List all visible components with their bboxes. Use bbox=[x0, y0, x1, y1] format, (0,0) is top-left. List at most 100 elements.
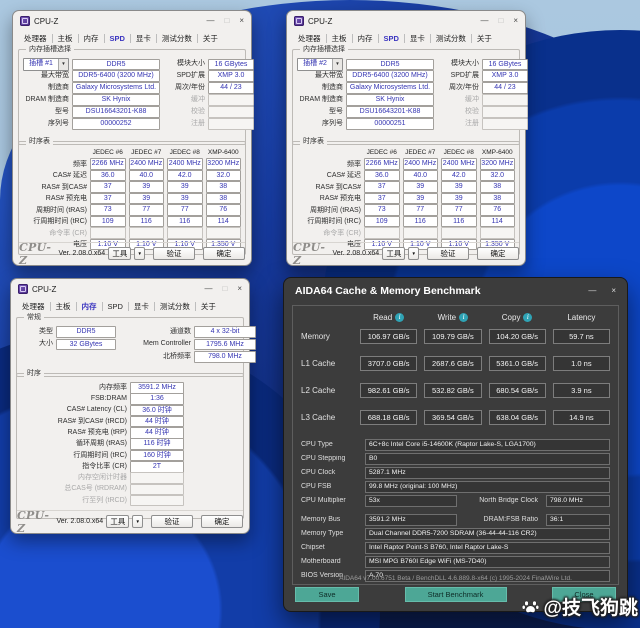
timing-value: 2266 MHz bbox=[90, 158, 126, 170]
timing-value: 1:36 bbox=[130, 393, 184, 405]
tab-bench[interactable]: 测试分数 bbox=[155, 302, 196, 311]
ok-button[interactable]: 确定 bbox=[203, 247, 245, 260]
close-icon[interactable]: × bbox=[513, 16, 518, 25]
close-icon[interactable]: × bbox=[237, 284, 242, 293]
slot-select[interactable]: 插槽 #1 ▼ bbox=[23, 58, 69, 71]
tab-bar: 处理器 主板 内存 SPD 显卡 测试分数 关于 bbox=[13, 29, 251, 46]
memory-read-value: 106.97 GB/s bbox=[360, 329, 418, 344]
tools-button[interactable]: 工具 bbox=[106, 515, 130, 528]
timing-row-label: 频率 bbox=[347, 160, 361, 168]
close-button[interactable]: Close bbox=[552, 587, 616, 602]
timing-row-label: RAS# 到CAS# bbox=[315, 183, 361, 191]
info-icon[interactable]: i bbox=[395, 313, 405, 322]
dram-manufacturer-label: DRAM 制造商 bbox=[299, 95, 343, 103]
info-icon[interactable]: i bbox=[459, 313, 469, 322]
memory-type-label: 类型 bbox=[39, 327, 53, 335]
module-size-label: 模块大小 bbox=[451, 60, 479, 68]
tools-button[interactable]: 工具 bbox=[108, 247, 132, 260]
validate-button[interactable]: 验证 bbox=[151, 515, 193, 528]
module-size-value: 16 GBytes bbox=[208, 58, 254, 70]
tab-processor[interactable]: 处理器 bbox=[17, 302, 51, 311]
titlebar[interactable]: CPU-Z — □ × bbox=[13, 11, 251, 29]
tab-mainboard[interactable]: 主板 bbox=[53, 34, 79, 43]
dropdown-icon[interactable]: ▼ bbox=[332, 59, 342, 70]
titlebar[interactable]: AIDA64 Cache & Memory Benchmark — × bbox=[284, 278, 627, 303]
timing-row-label: RAS# 到CAS# bbox=[41, 183, 87, 191]
save-button[interactable]: Save bbox=[295, 587, 359, 602]
ok-button[interactable]: 确定 bbox=[201, 515, 243, 528]
timing-col-header: XMP-6400 bbox=[207, 148, 239, 156]
timing-value: 1.10 V bbox=[90, 238, 126, 250]
tab-about[interactable]: 关于 bbox=[476, 34, 492, 43]
info-icon[interactable]: i bbox=[523, 313, 533, 322]
timing-value: 39 bbox=[128, 192, 164, 204]
manufacturer-value: Galaxy Microsystems Ltd. bbox=[346, 82, 434, 94]
l1-latency-value: 1.0 ns bbox=[552, 356, 610, 371]
general-group: 常规 类型 DDR5 通道数 4 x 32-bit 大小 32 GBytes M… bbox=[16, 313, 256, 377]
memory-slot-group: 内存插槽选择 插槽 #1 ▼ DDR5 模块大小 16 GBytes 最大带宽 … bbox=[18, 45, 254, 145]
tab-processor[interactable]: 处理器 bbox=[19, 34, 53, 43]
tab-processor[interactable]: 处理器 bbox=[293, 34, 327, 43]
tab-mainboard[interactable]: 主板 bbox=[327, 34, 353, 43]
maximize-icon[interactable]: □ bbox=[224, 16, 230, 25]
timing-value: 77 bbox=[128, 204, 164, 216]
tools-button[interactable]: 工具 bbox=[382, 247, 406, 260]
tab-graphics[interactable]: 显卡 bbox=[131, 34, 157, 43]
timing-value: 2400 MHz bbox=[128, 158, 164, 170]
tools-dropdown-icon[interactable]: ▼ bbox=[408, 247, 419, 260]
tab-spd[interactable]: SPD bbox=[105, 34, 131, 43]
tab-memory[interactable]: 内存 bbox=[77, 302, 103, 311]
tab-mainboard[interactable]: 主板 bbox=[51, 302, 77, 311]
timing-value bbox=[441, 227, 477, 239]
tab-about[interactable]: 关于 bbox=[202, 34, 218, 43]
tools-dropdown-icon[interactable]: ▼ bbox=[134, 247, 145, 260]
serial-label: 序列号 bbox=[48, 119, 69, 127]
tab-bench[interactable]: 测试分数 bbox=[431, 34, 472, 43]
timing-value: 37 bbox=[364, 192, 400, 204]
tab-graphics[interactable]: 显卡 bbox=[405, 34, 431, 43]
timing-col-header: JEDEC #6 bbox=[92, 148, 123, 156]
latency-column-header: Latency bbox=[567, 313, 596, 322]
timing-value: 2400 MHz bbox=[167, 158, 203, 170]
motherboard-value: MSI MPG B760I Edge WiFi (MS-7D40) bbox=[365, 556, 610, 568]
minimize-icon[interactable]: — bbox=[588, 285, 597, 295]
cpu-clock-value: 5287.1 MHz bbox=[365, 467, 610, 479]
tab-bar: 处理器 主板 内存 SPD 显卡 测试分数 关于 bbox=[11, 297, 249, 314]
timing-value: 39 bbox=[128, 181, 164, 193]
timing-row-label: 周期时间 (tRAS) bbox=[36, 206, 87, 214]
tab-graphics[interactable]: 显卡 bbox=[129, 302, 155, 311]
timing-value: 77 bbox=[441, 204, 477, 216]
maximize-icon[interactable]: □ bbox=[222, 284, 228, 293]
dropdown-icon[interactable]: ▼ bbox=[58, 59, 68, 70]
timing-value: 77 bbox=[402, 204, 438, 216]
tools-dropdown-icon[interactable]: ▼ bbox=[132, 515, 143, 528]
cpuz-window-spd-slot1: CPU-Z — □ × 处理器 主板 内存 SPD 显卡 测试分数 关于 内存插… bbox=[12, 10, 254, 267]
tab-bench[interactable]: 测试分数 bbox=[157, 34, 198, 43]
minimize-icon[interactable]: — bbox=[204, 284, 213, 293]
memory-size-value: 32 GBytes bbox=[56, 338, 116, 350]
memory-type-value: DDR5 bbox=[72, 58, 160, 70]
timing-row-label: 命令率 (CR) bbox=[323, 229, 361, 237]
tab-about[interactable]: 关于 bbox=[200, 302, 216, 311]
northbridge-freq-value: 798.0 MHz bbox=[194, 351, 256, 363]
timing-value bbox=[90, 227, 126, 239]
tab-spd[interactable]: SPD bbox=[103, 302, 129, 311]
titlebar[interactable]: CPU-Z — □ × bbox=[287, 11, 525, 29]
minimize-icon[interactable]: — bbox=[206, 16, 215, 25]
l1-copy-value: 5361.0 GB/s bbox=[488, 356, 546, 371]
titlebar[interactable]: CPU-Z — □ × bbox=[11, 279, 249, 297]
tab-spd[interactable]: SPD bbox=[379, 34, 405, 43]
start-benchmark-button[interactable]: Start Benchmark bbox=[404, 587, 507, 602]
slot-select[interactable]: 插槽 #2 ▼ bbox=[297, 58, 343, 71]
ok-button[interactable]: 确定 bbox=[477, 247, 519, 260]
maximize-icon[interactable]: □ bbox=[498, 16, 504, 25]
close-icon[interactable]: × bbox=[611, 285, 616, 295]
tab-memory[interactable]: 内存 bbox=[79, 34, 105, 43]
tab-memory[interactable]: 内存 bbox=[353, 34, 379, 43]
minimize-icon[interactable]: — bbox=[480, 16, 489, 25]
window-title: CPU-Z bbox=[308, 16, 333, 26]
slot-row: 插槽 #2 ▼ DDR5 模块大小 16 GBytes bbox=[297, 58, 528, 71]
validate-button[interactable]: 验证 bbox=[427, 247, 469, 260]
validate-button[interactable]: 验证 bbox=[153, 247, 195, 260]
close-icon[interactable]: × bbox=[239, 16, 244, 25]
